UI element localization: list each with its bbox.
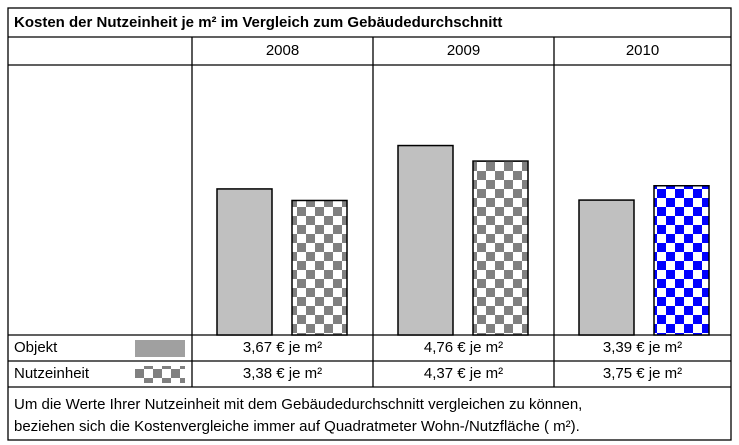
footnote: Um die Werte Ihrer Nutzeinheit mit dem G… (14, 396, 582, 413)
footnote: beziehen sich die Kostenvergleiche immer… (14, 418, 580, 435)
value-label: 3,38 € je m² (243, 365, 322, 382)
value-label: 3,67 € je m² (243, 339, 322, 356)
value-label: 3,75 € je m² (603, 365, 682, 382)
bar (216, 188, 273, 336)
column-header: 2009 (447, 42, 480, 59)
bar (653, 185, 710, 336)
value-label: 4,76 € je m² (424, 339, 503, 356)
chart-title: Kosten der Nutzeinheit je m² im Vergleic… (14, 14, 502, 31)
legend-label: Objekt (14, 339, 58, 356)
bar (397, 144, 454, 336)
bar (472, 160, 529, 336)
value-label: 4,37 € je m² (424, 365, 503, 382)
column-header: 2010 (626, 42, 659, 59)
legend-label: Nutzeinheit (14, 365, 90, 382)
bar (291, 199, 348, 336)
bar (578, 199, 635, 336)
value-label: 3,39 € je m² (603, 339, 682, 356)
column-header: 2008 (266, 42, 299, 59)
legend-swatch (135, 340, 185, 357)
table-frame (7, 7, 732, 441)
legend-swatch (135, 366, 185, 383)
